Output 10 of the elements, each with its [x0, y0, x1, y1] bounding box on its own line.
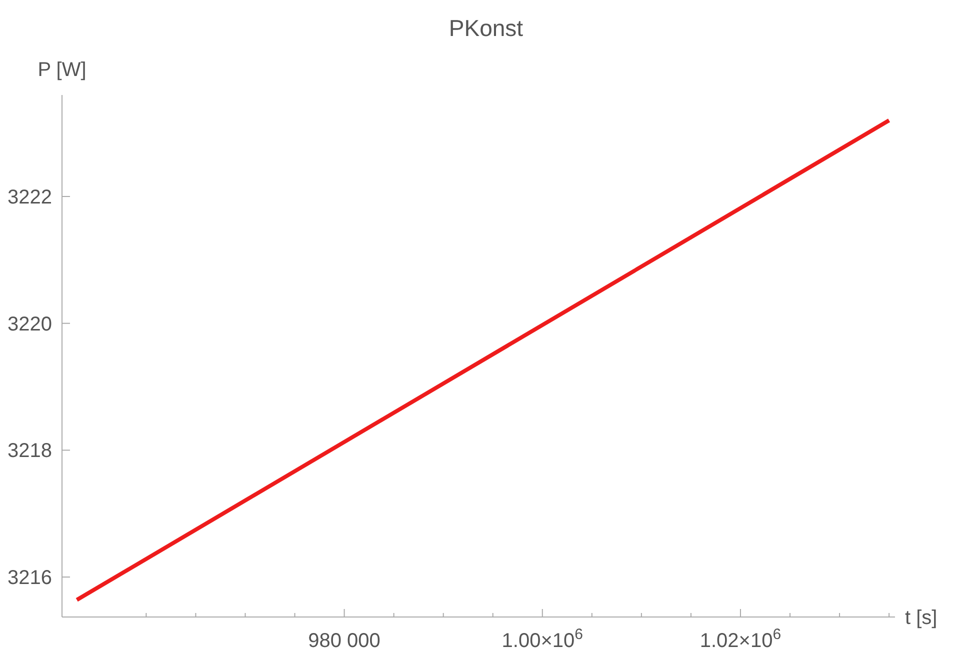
y-tick-label: 3220	[8, 313, 52, 336]
x-tick-label: 980 000	[308, 630, 380, 652]
x-tick-label: 1.00×10$^{6}$	[502, 626, 583, 652]
y-tick-label: 3222	[8, 186, 52, 208]
chart-title: PKonst	[448, 15, 524, 41]
y-tick-label: 3218	[8, 440, 52, 462]
x-tick-label: 1.02×10$^{6}$	[700, 626, 782, 652]
y-axis-title: P [W]	[38, 59, 86, 81]
y-tick-label: 3216	[8, 567, 52, 590]
x-axis-title: t [s]	[905, 607, 938, 629]
